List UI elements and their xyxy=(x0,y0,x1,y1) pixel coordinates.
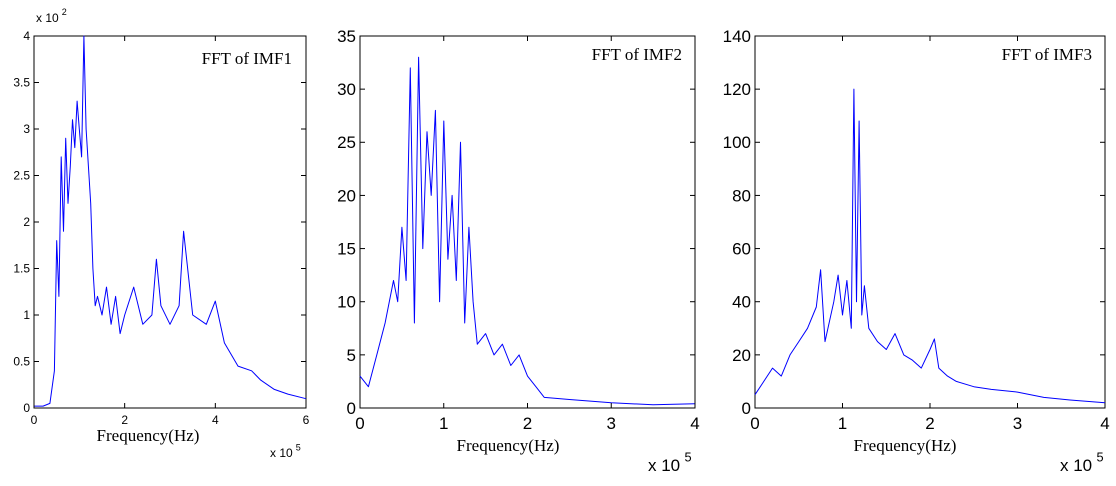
x-scale-label: x 10 xyxy=(648,456,680,475)
x-tick-label: 2 xyxy=(523,414,532,433)
x-tick-label: 3 xyxy=(1013,414,1022,433)
chart-title: FFT of IMF3 xyxy=(1002,45,1092,64)
x-axis-label: Frequency(Hz) xyxy=(457,436,560,455)
y-tick-label: 15 xyxy=(337,240,356,259)
plot-frame-3 xyxy=(754,35,1106,409)
x-tick-label: 4 xyxy=(212,413,219,427)
x-tick-label: 0 xyxy=(750,414,759,433)
y-tick-label: 1 xyxy=(23,308,30,322)
chart-title: FFT of IMF1 xyxy=(202,49,292,68)
x-tick-label: 6 xyxy=(303,413,310,427)
x-tick-label: 4 xyxy=(1100,414,1109,433)
x-tick-label: 1 xyxy=(439,414,448,433)
x-tick-label: 2 xyxy=(925,414,934,433)
x-tick-label: 2 xyxy=(121,413,128,427)
y-tick-label: 40 xyxy=(732,293,751,312)
x-scale-label: x 10 xyxy=(1060,456,1092,475)
chart-title: FFT of IMF2 xyxy=(592,45,682,64)
y-tick-label: 2 xyxy=(23,215,30,229)
x-tick-label: 4 xyxy=(690,414,699,433)
y-tick-label: 30 xyxy=(337,80,356,99)
x-tick-label: 3 xyxy=(607,414,616,433)
y-tick-label: 0 xyxy=(742,399,751,418)
y-tick-label: 10 xyxy=(337,293,356,312)
x-tick-label: 0 xyxy=(31,413,38,427)
y-scale-label: x 10 xyxy=(36,11,59,25)
y-tick-label: 80 xyxy=(732,186,751,205)
y-tick-label: 3 xyxy=(23,122,30,136)
y-tick-label: 140 xyxy=(723,27,751,46)
x-scale-exponent: 5 xyxy=(296,442,301,452)
x-axis-label: Frequency(Hz) xyxy=(97,426,200,445)
x-tick-label: 0 xyxy=(355,414,364,433)
y-tick-label: 2.5 xyxy=(13,169,30,183)
y-tick-label: 35 xyxy=(337,27,356,46)
y-tick-label: 0 xyxy=(347,399,356,418)
x-scale-label: x 10 xyxy=(270,446,293,460)
x-axis-label: Frequency(Hz) xyxy=(854,436,957,455)
series-line-3 xyxy=(754,88,1106,404)
y-tick-label: 1.5 xyxy=(13,262,30,276)
y-tick-label: 3.5 xyxy=(13,76,30,90)
series-line-2 xyxy=(359,56,696,406)
y-tick-label: 60 xyxy=(732,240,751,259)
y-tick-label: 4 xyxy=(23,29,30,43)
y-tick-label: 20 xyxy=(337,186,356,205)
x-tick-label: 1 xyxy=(838,414,847,433)
series-line-1 xyxy=(34,35,307,407)
y-tick-label: 120 xyxy=(723,80,751,99)
y-tick-label: 20 xyxy=(732,346,751,365)
x-scale-exponent: 5 xyxy=(685,450,692,465)
y-tick-label: 0 xyxy=(23,401,30,415)
x-scale-exponent: 5 xyxy=(1097,450,1104,465)
y-tick-label: 100 xyxy=(723,133,751,152)
plot-frame-1 xyxy=(33,35,307,409)
y-scale-exponent: 2 xyxy=(62,7,67,17)
y-tick-label: 0.5 xyxy=(13,355,30,369)
y-tick-label: 25 xyxy=(337,133,356,152)
y-tick-label: 5 xyxy=(347,346,356,365)
